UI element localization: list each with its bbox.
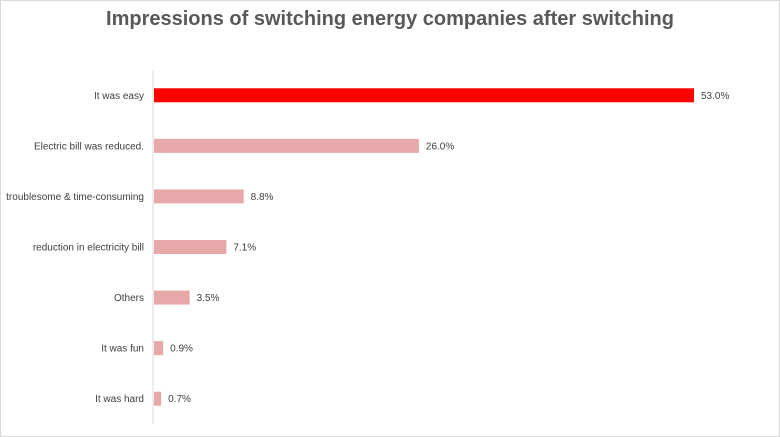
- category-label: It was hard: [95, 394, 144, 405]
- value-label: 3.5%: [197, 293, 220, 304]
- chart-title: Impressions of switching energy companie…: [106, 8, 674, 30]
- bar: [154, 189, 244, 204]
- category-label: Electric bill was reduced.: [34, 141, 144, 152]
- value-label: 53.0%: [701, 91, 729, 102]
- category-label: Others: [114, 293, 144, 304]
- value-label: 0.7%: [168, 394, 191, 405]
- category-label: It was easy: [94, 91, 144, 102]
- value-label: 0.9%: [170, 344, 193, 355]
- category-label: It was fun: [101, 344, 144, 355]
- value-label: 8.8%: [251, 192, 274, 203]
- bar: [154, 391, 162, 406]
- category-label: troublesome & time-consuming: [6, 192, 144, 203]
- bar: [154, 341, 164, 356]
- value-label: 7.1%: [233, 243, 256, 254]
- bar: [154, 138, 419, 153]
- bar: [154, 88, 694, 103]
- category-label: reduction in electricity bill: [33, 243, 144, 254]
- value-label: 26.0%: [426, 141, 454, 152]
- bar: [154, 290, 190, 305]
- bar: [154, 240, 227, 254]
